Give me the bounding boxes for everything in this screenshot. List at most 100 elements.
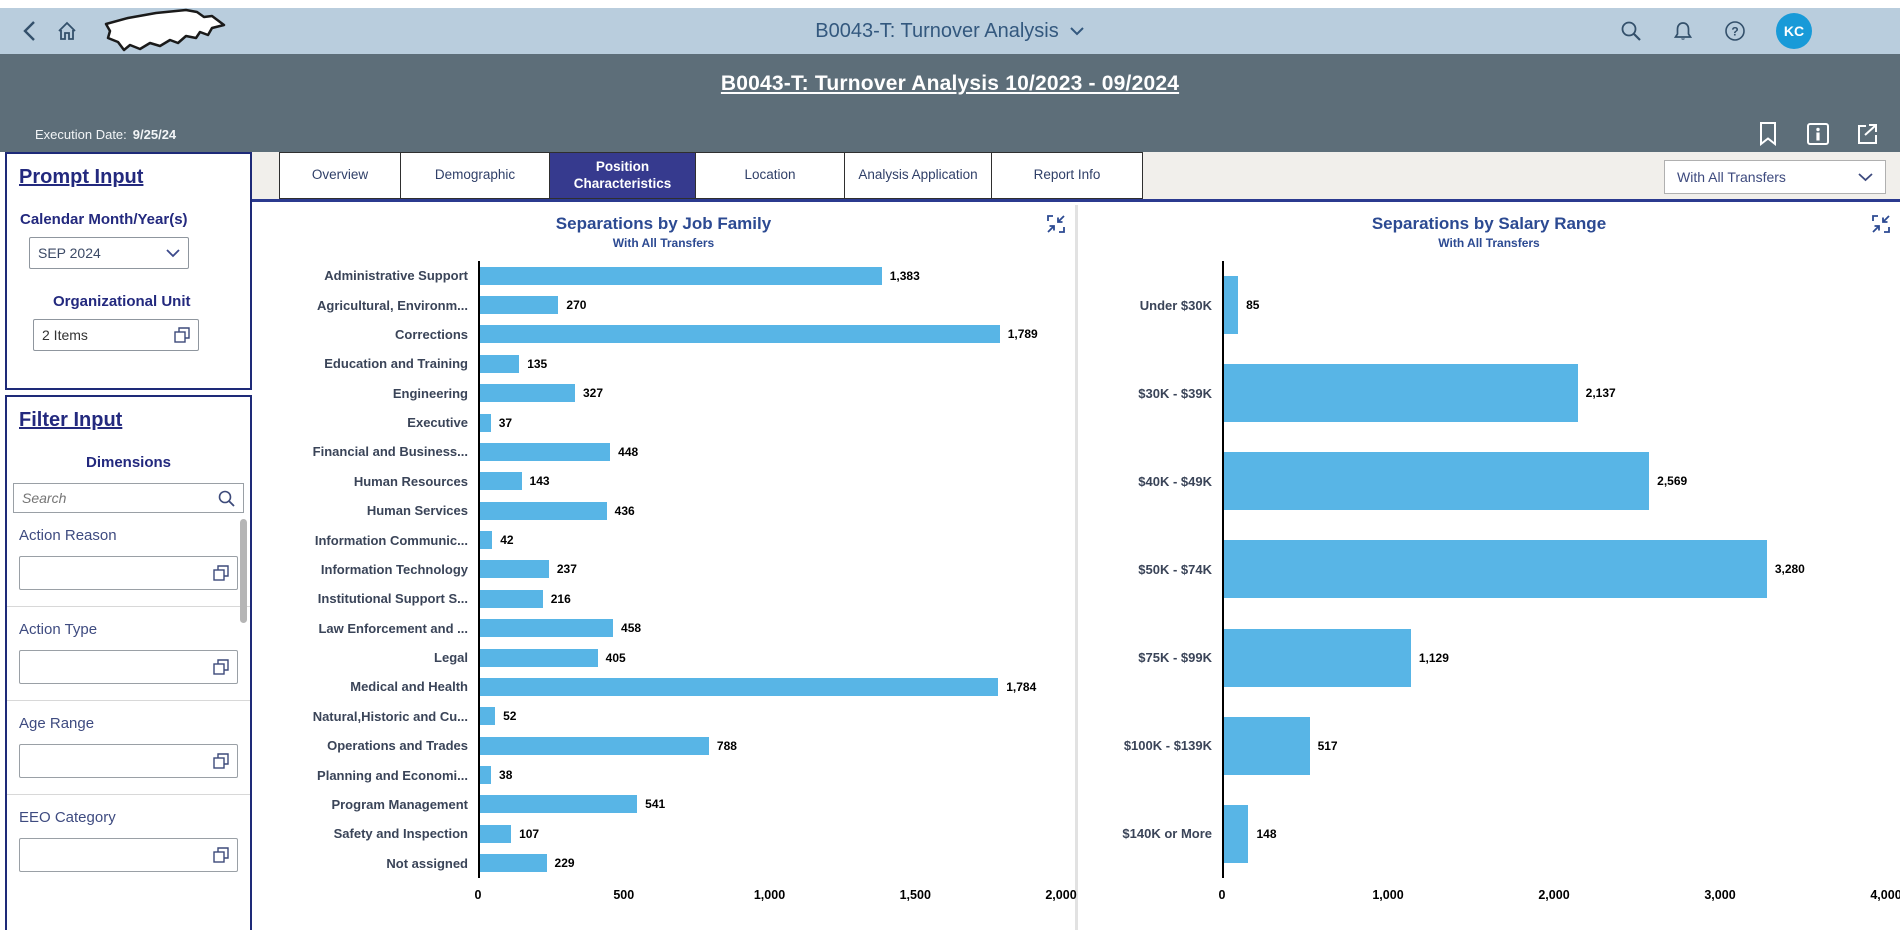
category-label: Executive [407,415,468,431]
user-avatar[interactable]: KC [1776,13,1812,49]
bar[interactable] [480,795,638,814]
chart-job-family: Separations by Job Family With All Trans… [252,205,1077,930]
bar-track: 788 [478,731,1061,761]
tab-location[interactable]: Location [695,152,845,199]
bar[interactable] [480,766,492,785]
report-title-link[interactable]: B0043-T: Turnover Analysis 10/2023 - 09/… [720,72,1180,95]
bar-track: 42 [478,525,1061,555]
filter-scrollbar[interactable] [240,519,247,623]
magnifier-icon[interactable] [217,489,235,507]
bar[interactable] [1224,364,1578,423]
category-label: Not assigned [386,855,468,871]
filter-input-panel: Filter Input Dimensions Action ReasonAct… [5,395,252,930]
category-label: Safety and Inspection [333,826,468,842]
bar[interactable] [480,442,611,461]
back-icon[interactable] [18,20,40,42]
expand-icon[interactable] [1870,213,1892,235]
bar[interactable] [480,501,607,520]
bar-track: 148 [1222,789,1886,878]
bar[interactable] [480,472,522,491]
bar[interactable] [480,736,709,755]
bar-value: 436 [614,503,635,518]
value-help-icon[interactable] [213,659,229,675]
tab-demographic[interactable]: Demographic [400,152,550,199]
bell-icon[interactable] [1672,20,1694,42]
bar[interactable] [480,296,559,315]
bar-value: 2,569 [1657,474,1688,489]
category-label: Legal [434,650,468,666]
tab-analysis-application[interactable]: Analysis Application [844,152,992,199]
transfer-filter-dropdown[interactable]: With All Transfers [1664,160,1886,194]
chevron-down-icon [1858,172,1873,181]
bar[interactable] [480,619,614,638]
org-unit-field[interactable]: 2 Items [33,319,199,351]
sidebar: Prompt Input Calendar Month/Year(s) SEP … [5,152,252,930]
bar[interactable] [480,589,543,608]
category-label: Financial and Business... [312,444,468,460]
value-help-icon[interactable] [213,847,229,863]
bar[interactable] [480,266,882,285]
chart-title: Separations by Job Family [555,214,772,233]
filter-field-input[interactable] [19,744,238,778]
bar[interactable] [1224,452,1650,511]
bar-value: 458 [621,621,642,636]
share-icon[interactable] [1856,122,1880,146]
bar-row: Safety and Inspection 107 [262,819,1061,849]
filter-field-input[interactable] [19,838,238,872]
tab-position-characteristics[interactable]: Position Characteristics [549,152,696,199]
bar[interactable] [1224,276,1239,335]
expand-icon[interactable] [1045,213,1067,235]
bar[interactable] [480,384,575,403]
bar[interactable] [1224,628,1411,687]
bar-value: 448 [618,444,639,459]
category-label: $50K - $74K [1138,561,1212,577]
bar[interactable] [480,531,493,550]
bar[interactable] [480,560,549,579]
bar-value: 541 [645,797,666,812]
filter-field-list: Action Reason Action Type Age Range EEO Cat… [7,513,250,888]
bar-value: 42 [500,533,514,548]
bar[interactable] [480,354,520,373]
category-label: $100K - $139K [1123,738,1212,754]
tab-overview[interactable]: Overview [279,152,401,199]
home-icon[interactable] [56,20,78,42]
category-label: Information Technology [320,561,468,577]
bar-value: 1,789 [1007,327,1038,342]
value-help-icon[interactable] [213,753,229,769]
bar-track: 1,784 [478,672,1061,702]
bookmark-icon[interactable] [1756,122,1780,146]
bar[interactable] [480,413,491,432]
bar[interactable] [480,325,1000,344]
bar[interactable] [1224,716,1310,775]
bar-track: 216 [478,584,1061,614]
bar-row: Operations and Trades 788 [262,731,1061,761]
value-help-icon[interactable] [213,565,229,581]
search-icon[interactable] [1620,20,1642,42]
bar[interactable] [480,824,512,843]
bar[interactable] [480,854,547,873]
bar[interactable] [1224,540,1767,599]
filter-field-input[interactable] [19,556,238,590]
x-axis-tick: 0 [1218,888,1226,902]
bar[interactable] [480,707,496,726]
filter-field-input[interactable] [19,650,238,684]
bar-track: 541 [478,789,1061,820]
category-label: Planning and Economi... [317,767,468,783]
info-icon[interactable] [1806,122,1830,146]
bar-value: 38 [499,768,513,783]
bar[interactable] [480,677,999,696]
bar[interactable] [1224,804,1249,863]
bar-row: $40K - $49K 2,569 [1088,437,1886,526]
help-icon[interactable]: ? [1724,20,1746,42]
bar-track: 237 [478,554,1061,585]
bar-row: $75K - $99K 1,129 [1088,613,1886,702]
title-chevron-down-icon[interactable] [1069,26,1085,36]
category-label: Agricultural, Environm... [317,297,468,313]
category-label: $30K - $39K [1138,385,1212,401]
calendar-select[interactable]: SEP 2024 [29,237,189,269]
bar-value: 135 [527,356,548,371]
tab-report-info[interactable]: Report Info [991,152,1143,199]
search-input[interactable] [22,490,217,506]
value-help-icon[interactable] [174,327,190,343]
bar[interactable] [480,648,598,667]
